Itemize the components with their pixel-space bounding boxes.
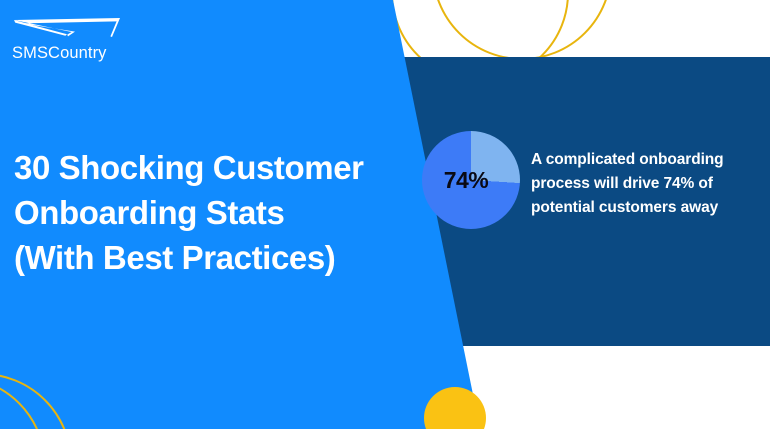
pie-chart-slices [422,131,520,229]
paper-plane-swoosh-icon [14,18,120,37]
stat-caption-line-1: A complicated onboarding [531,151,724,168]
page-title-line-3: (With Best Practices) [14,239,336,276]
brand-name: SMSCountry [12,44,107,62]
page-title: 30 Shocking Customer Onboarding Stats (W… [14,145,414,280]
pie-chart-value-label: 74% [443,166,489,193]
page-title-line-1: 30 Shocking Customer [14,149,364,186]
yellow-circle-icon [424,387,486,429]
stat-caption-line-3: potential customers away [531,199,719,216]
stat-caption-line-2: process will drive 74% of [531,175,713,192]
brand-logo[interactable]: SMSCountry [12,16,142,72]
pie-chart: 74% [422,131,520,229]
page-title-line-2: Onboarding Stats [14,194,285,231]
stat-caption: A complicated onboarding process will dr… [531,148,759,220]
hero-blue-block [0,0,480,429]
